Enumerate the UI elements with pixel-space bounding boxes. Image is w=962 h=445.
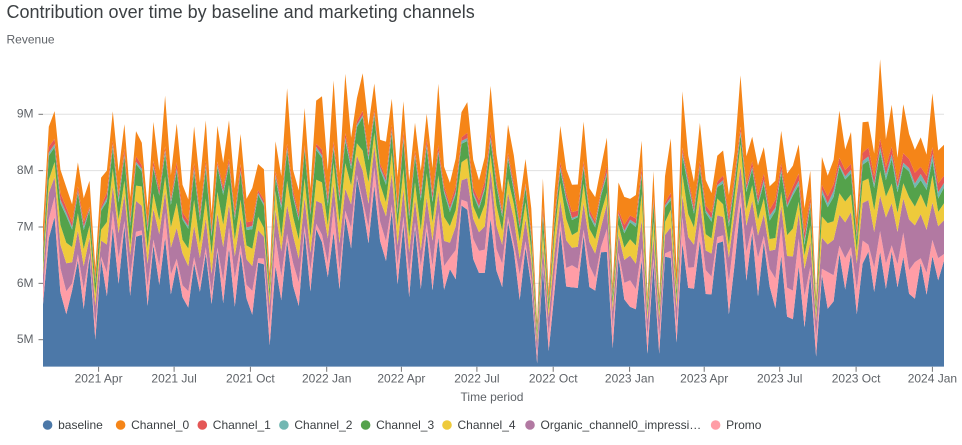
svg-text:Channel_2: Channel_2 (294, 418, 352, 432)
svg-text:2021 Jul: 2021 Jul (151, 372, 196, 386)
svg-text:9M: 9M (17, 107, 34, 121)
svg-text:Time period: Time period (461, 390, 524, 404)
svg-text:2022 Jan: 2022 Jan (302, 372, 351, 386)
svg-text:2024 Jan: 2024 Jan (908, 372, 957, 386)
svg-text:2023 Jan: 2023 Jan (605, 372, 654, 386)
svg-text:Channel_1: Channel_1 (213, 418, 271, 432)
svg-text:Contribution over time by base: Contribution over time by baseline and m… (7, 2, 475, 22)
svg-text:2022 Apr: 2022 Apr (377, 372, 425, 386)
svg-text:6M: 6M (17, 276, 34, 290)
svg-text:2021 Apr: 2021 Apr (75, 372, 123, 386)
svg-text:7M: 7M (17, 219, 34, 233)
svg-text:baseline: baseline (58, 418, 103, 432)
svg-text:Revenue: Revenue (7, 32, 55, 46)
svg-text:Promo: Promo (726, 418, 762, 432)
svg-text:2023 Jul: 2023 Jul (757, 372, 802, 386)
svg-text:5M: 5M (17, 332, 34, 346)
svg-text:8M: 8M (17, 163, 34, 177)
svg-text:2021 Oct: 2021 Oct (226, 372, 275, 386)
svg-text:2023 Apr: 2023 Apr (680, 372, 728, 386)
svg-text:Channel_0: Channel_0 (131, 418, 189, 432)
svg-text:2023 Oct: 2023 Oct (832, 372, 881, 386)
svg-text:2022 Oct: 2022 Oct (529, 372, 578, 386)
svg-text:Organic_channel0_impressi…: Organic_channel0_impressi… (541, 418, 702, 432)
svg-text:2022 Jul: 2022 Jul (454, 372, 499, 386)
svg-text:Channel_4: Channel_4 (458, 418, 516, 432)
svg-text:Channel_3: Channel_3 (376, 418, 434, 432)
